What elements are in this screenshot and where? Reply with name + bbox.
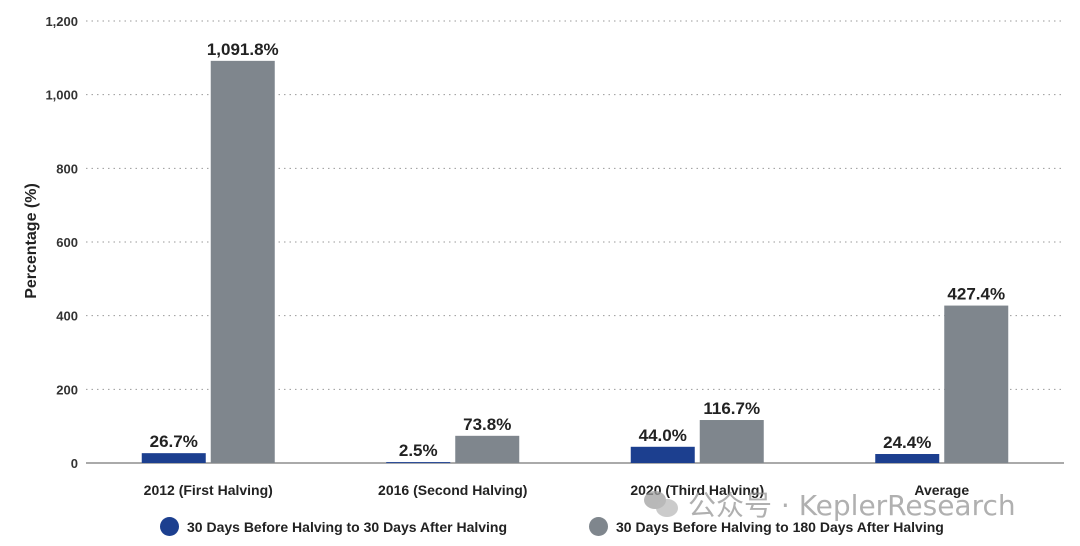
data-label: 24.4% <box>883 433 931 452</box>
bar-series-2 <box>455 435 520 463</box>
legend-item-series-1: 30 Days Before Halving to 30 Days After … <box>160 517 507 536</box>
bar-series-2 <box>944 305 1009 463</box>
y-tick-label: 200 <box>56 382 78 397</box>
y-axis-label: Percentage (%) <box>23 183 40 299</box>
bar-series-1 <box>141 453 206 463</box>
legend-label-series-1: 30 Days Before Halving to 30 Days After … <box>187 518 508 535</box>
watermark-text: 公众号 · KeplerResearch <box>688 489 1016 522</box>
data-label: 44.0% <box>639 426 687 445</box>
x-tick-label: 2016 (Second Halving) <box>378 482 527 498</box>
bar-series-1 <box>875 454 940 463</box>
data-label: 116.7% <box>703 399 760 418</box>
bar-series-2 <box>699 420 764 463</box>
y-tick-label: 800 <box>56 161 78 176</box>
bar-series-1 <box>630 446 695 463</box>
data-labels: 26.7% 1,091.8% 2.5% 73.8% 44.0% 116.7% 24.4% 42… <box>150 40 1005 460</box>
watermark: 公众号 · KeplerResearch <box>644 484 1016 524</box>
y-tick-label: 1,200 <box>45 14 78 29</box>
data-label: 1,091.8% <box>207 40 279 59</box>
data-label: 2.5% <box>399 441 438 460</box>
y-tick-label: 600 <box>56 235 78 250</box>
y-tick-label: 400 <box>56 309 78 324</box>
data-label: 427.4% <box>947 285 1005 304</box>
legend-item-series-2: 30 Days Before Halving to 180 Days After… <box>589 517 944 536</box>
data-label: 73.8% <box>463 415 511 434</box>
y-tick-label: 0 <box>71 456 78 471</box>
y-tick-label: 1,000 <box>45 88 78 103</box>
wechat-icon <box>644 489 678 519</box>
gridlines <box>86 20 1064 390</box>
legend-label-series-2: 30 Days Before Halving to 180 Days After… <box>616 518 944 535</box>
bar-series-2 <box>210 60 275 463</box>
legend: 30 Days Before Halving to 30 Days After … <box>0 517 1080 541</box>
legend-marker-series-1 <box>160 517 179 536</box>
bar-series-1 <box>386 462 451 464</box>
legend-marker-series-2 <box>589 517 608 536</box>
bars <box>141 60 1009 464</box>
x-axis-category-labels: 2012 (First Halving) 2016 (Second Halving… <box>144 482 970 498</box>
x-tick-label: Average <box>914 482 969 498</box>
x-tick-label: 2012 (First Halving) <box>144 482 273 498</box>
y-axis-ticks: 0 200 400 600 800 1,000 1,200 <box>45 14 78 471</box>
data-label: 26.7% <box>150 432 198 451</box>
